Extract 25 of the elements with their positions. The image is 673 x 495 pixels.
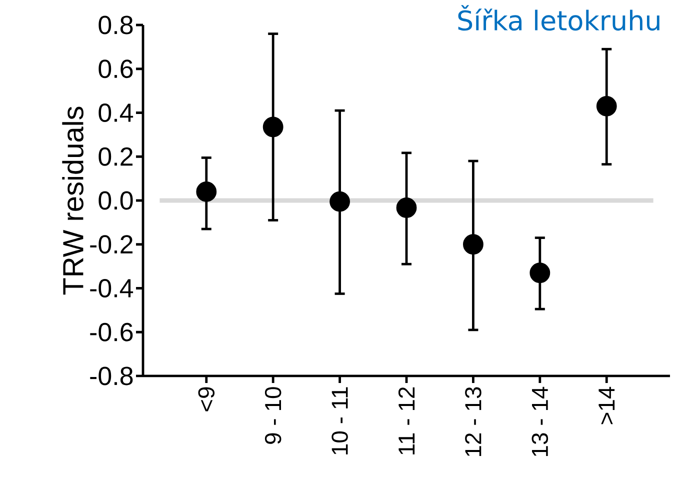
x-tick-label: 13 - 14 [532, 386, 548, 456]
point [596, 96, 617, 116]
x-tick-label: <9 [198, 387, 215, 412]
y-tick-label: -0.6 [90, 322, 133, 342]
y-tick-label: -0.2 [90, 235, 132, 254]
y-tick-label: 0.0 [98, 191, 133, 210]
point [330, 191, 350, 212]
y-tick-label: 0.8 [98, 16, 133, 34]
point [396, 198, 417, 218]
y-axis-title: TRW residuals [62, 106, 84, 295]
x-tick-label: >14 [598, 386, 615, 424]
point [530, 262, 550, 284]
point [196, 182, 217, 202]
point [262, 116, 284, 138]
x-tick-label: 9 - 10 [264, 387, 282, 444]
y-tick-label: 0.6 [98, 60, 133, 78]
y-tick-label: -0.8 [90, 366, 133, 386]
x-tick-label: 10 - 11 [332, 387, 348, 454]
y-tick-label: 0.2 [98, 147, 132, 166]
x-tick-label: 11 - 12 [398, 387, 415, 454]
y-tick-label: 0.4 [98, 104, 134, 122]
x-tick-label: 12 - 13 [465, 387, 482, 456]
chart-title: Šířka letokruhu [458, 5, 660, 31]
y-tick-label: -0.4 [90, 279, 134, 298]
point [463, 234, 484, 255]
